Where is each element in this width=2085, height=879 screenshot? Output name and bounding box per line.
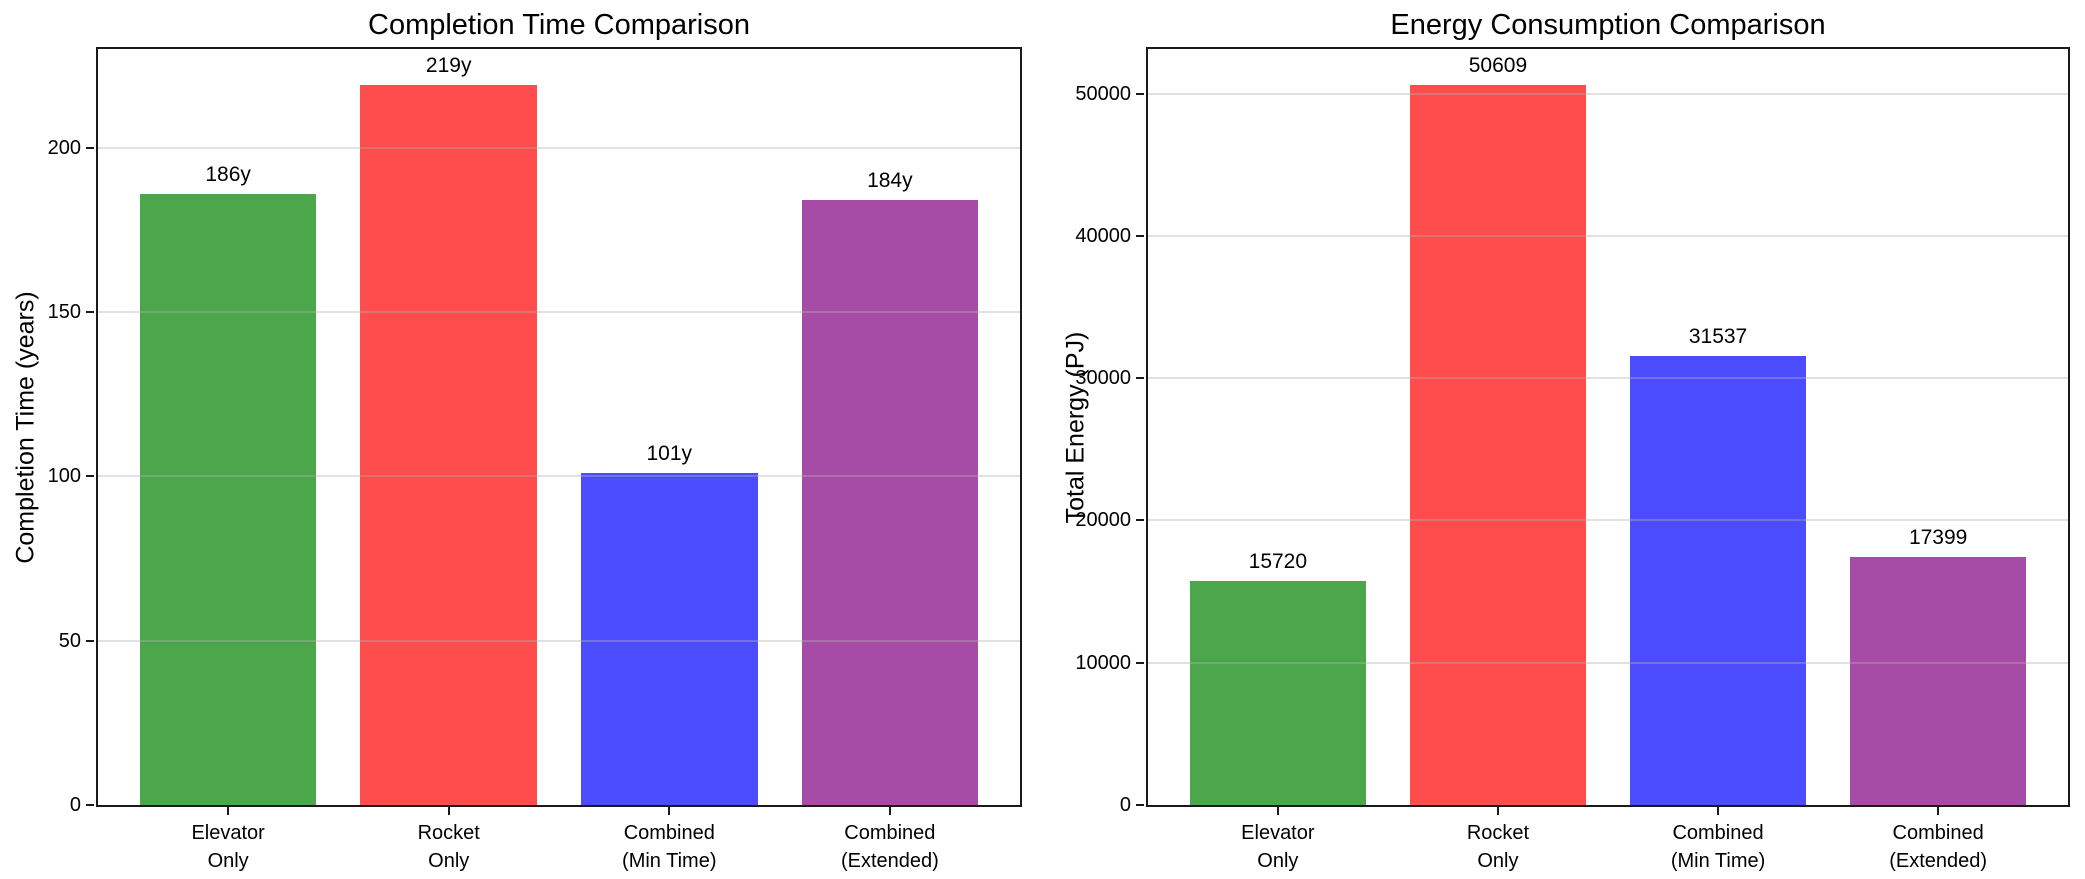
x-tick-label: Combined (Extended) (1889, 822, 1988, 872)
bar-value-label: 17399 (1908, 526, 1968, 550)
bar-value-label: 31537 (1688, 325, 1748, 349)
x-tick-mark (668, 807, 671, 815)
y-tick-mark (86, 804, 94, 806)
y-tick-label: 50 (58, 629, 81, 652)
x-tick-label: Combined (Extended) (840, 822, 939, 872)
x-tick-mark (1496, 807, 1499, 815)
x-tick-mark (1717, 807, 1720, 815)
y-tick-label: 100 (47, 465, 81, 488)
gridline (98, 146, 1020, 149)
bar (801, 200, 979, 805)
x-tick-label: Rocket Only (417, 822, 480, 872)
bar-value-label: 184y (867, 169, 913, 193)
bar (139, 193, 317, 805)
gridline (1148, 661, 2068, 664)
y-tick-mark (1136, 234, 1144, 237)
y-axis-label: Total Energy (PJ) (1061, 331, 1090, 523)
x-tick-label: Elevator Only (1241, 822, 1315, 872)
y-tick-mark (1136, 377, 1144, 380)
y-tick-mark (1136, 92, 1144, 95)
y-tick-label: 50000 (1075, 82, 1131, 105)
x-tick-mark (1276, 807, 1279, 815)
y-tick-mark (1136, 804, 1144, 806)
x-tick-mark (447, 807, 450, 815)
x-tick-label: Rocket Only (1466, 822, 1530, 872)
y-tick-label: 0 (69, 794, 81, 816)
bar-value-label: 50609 (1468, 54, 1528, 77)
bar (360, 85, 537, 805)
bar-value-label: 219y (425, 54, 472, 78)
y-tick-label: 10000 (1075, 651, 1131, 674)
plot-area: 186y Elevator Only 219y Rocket Only 101y Comb… (48, 47, 1022, 872)
y-tick-mark (86, 146, 94, 149)
y-tick-label: 150 (47, 300, 81, 323)
bar (1630, 356, 1807, 805)
x-tick-mark (1937, 807, 1940, 815)
x-tick-label: Combined (Min Time) (1670, 822, 1766, 872)
gridline (1148, 234, 2068, 237)
y-tick-label: 0 (1119, 794, 1131, 816)
gridline (98, 639, 1020, 642)
x-tick-mark (227, 807, 230, 815)
gridline (1148, 519, 2068, 522)
x-tick-label: Elevator Only (191, 822, 265, 872)
bar-value-label: 186y (205, 162, 251, 186)
chart-title: Completion Time Comparison (368, 9, 750, 41)
y-tick-mark (1136, 661, 1144, 664)
y-tick-mark (86, 639, 94, 642)
completion-time-chart: Completion Time Comparison Completion Ti… (0, 0, 1042, 879)
x-tick-label: Combined (Min Time) (622, 822, 717, 872)
bar-value-label: 101y (646, 442, 693, 466)
bar (1850, 557, 2027, 805)
y-tick-label: 200 (47, 136, 81, 159)
bar (1189, 581, 1366, 805)
y-tick-label: 40000 (1075, 224, 1131, 247)
plot-area: 15720 Elevator Only 50609 Rocket Only 31537 C… (1075, 47, 2070, 872)
gridline (98, 475, 1020, 478)
gridline (98, 310, 1020, 313)
y-axis-label: Completion Time (years) (11, 290, 40, 564)
bar (581, 473, 758, 805)
energy-consumption-chart: Energy Consumption Comparison Total Ener… (1042, 0, 2085, 879)
gridline (1148, 92, 2068, 95)
y-tick-label: 20000 (1075, 509, 1131, 532)
x-tick-mark (888, 807, 891, 815)
y-tick-mark (86, 475, 94, 478)
y-tick-label: 30000 (1075, 367, 1131, 390)
chart-title: Energy Consumption Comparison (1390, 9, 1826, 41)
y-tick-mark (86, 310, 94, 313)
y-tick-mark (1136, 519, 1144, 522)
bar (1409, 85, 1586, 805)
gridline (1148, 377, 2068, 380)
bar-value-label: 15720 (1248, 550, 1308, 574)
